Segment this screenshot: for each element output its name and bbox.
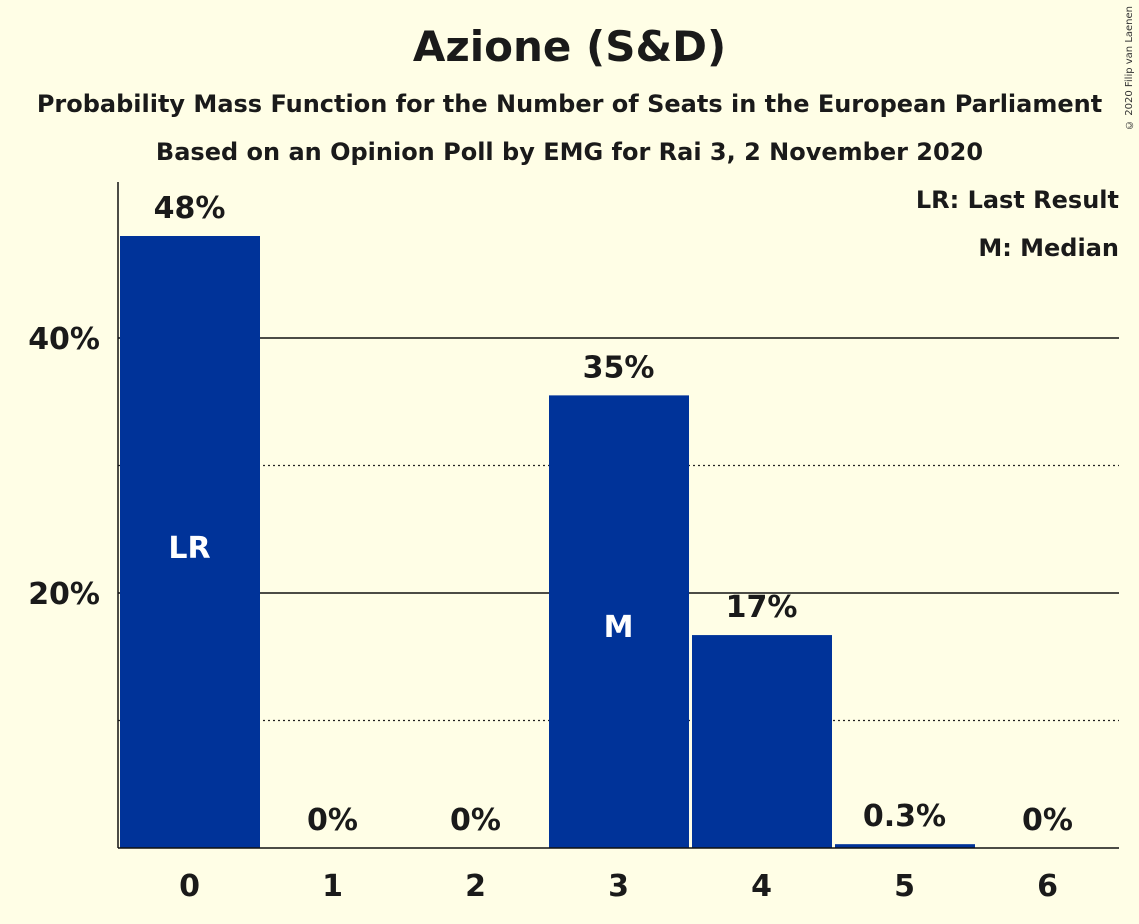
bar-seats-5 bbox=[835, 844, 975, 848]
chart-subtitle-source: Based on an Opinion Poll by EMG for Rai … bbox=[155, 138, 984, 166]
x-tick-label: 5 bbox=[894, 869, 915, 904]
bar-value-label: 0% bbox=[450, 803, 501, 838]
x-tick-label: 3 bbox=[608, 869, 629, 904]
bar-value-label: 0% bbox=[307, 803, 358, 838]
y-tick-label: 40% bbox=[28, 322, 100, 357]
chart-title: Azione (S&D) bbox=[412, 22, 727, 71]
x-tick-label: 1 bbox=[322, 869, 343, 904]
x-tick-label: 4 bbox=[751, 869, 772, 904]
chart-subtitle: Probability Mass Function for the Number… bbox=[36, 90, 1103, 118]
bar-seats-0 bbox=[120, 236, 260, 848]
bar-value-label: 35% bbox=[583, 350, 655, 385]
bar-value-label: 17% bbox=[726, 590, 798, 625]
x-tick-label: 2 bbox=[465, 869, 486, 904]
last-result-marker: LR bbox=[168, 531, 210, 566]
legend-median: M: Median bbox=[978, 234, 1119, 262]
y-tick-label: 20% bbox=[28, 577, 100, 612]
bar-value-label: 0.3% bbox=[863, 799, 946, 834]
legend-last-result: LR: Last Result bbox=[915, 186, 1119, 214]
bar-value-label: 0% bbox=[1022, 803, 1073, 838]
x-tick-label: 6 bbox=[1037, 869, 1058, 904]
bar-value-label: 48% bbox=[154, 191, 226, 226]
bar-seats-4 bbox=[692, 635, 832, 848]
median-marker: M bbox=[604, 610, 634, 645]
bar-seats-3 bbox=[549, 395, 689, 848]
x-tick-label: 0 bbox=[179, 869, 200, 904]
